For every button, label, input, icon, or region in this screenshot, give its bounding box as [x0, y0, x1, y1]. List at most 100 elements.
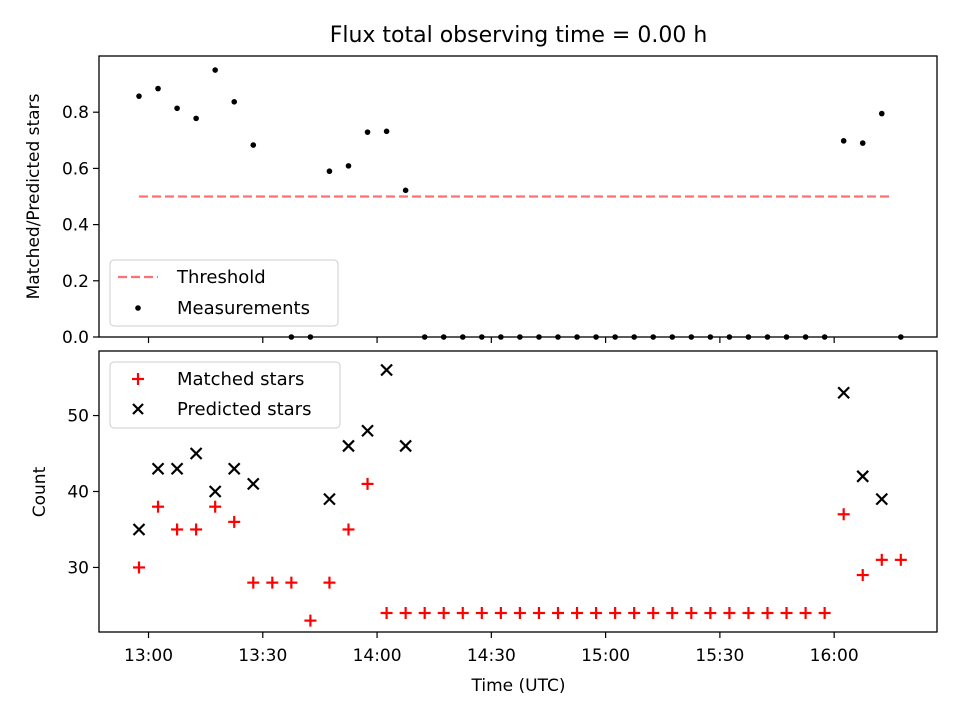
bottom-y-tick-label: 50 [67, 407, 89, 427]
measurement-point [555, 334, 561, 340]
predicted-stars-point [323, 492, 336, 506]
matched-stars-point [856, 569, 869, 582]
matched-stars-point [609, 607, 622, 620]
ratio-chart: Flux total observing time = 0.00 h Match… [24, 23, 938, 348]
measurement-point [402, 187, 409, 194]
matched-stars-point [780, 607, 793, 620]
matched-stars-point [418, 607, 431, 620]
bottom-legend-box [109, 361, 341, 429]
matched-stars-point [323, 576, 336, 589]
predicted-stars-point [399, 439, 412, 453]
predicted-legend-label: Predicted stars [177, 399, 311, 420]
predicted-stars-point [227, 462, 241, 475]
matched-stars-point [875, 553, 888, 566]
measurement-point [136, 93, 142, 99]
matched-stars-point [894, 553, 907, 566]
measurement-point [193, 115, 199, 122]
predicted-stars-point [856, 470, 870, 483]
matched-stars-point [742, 607, 755, 620]
matched-stars-point [304, 614, 317, 627]
measurement-point [745, 334, 752, 340]
matched-stars-point [437, 607, 450, 620]
matched-stars-point [551, 607, 564, 620]
top-y-tick-label: 0.8 [62, 103, 89, 123]
matched-stars-point [704, 607, 717, 620]
x-tick-label: 15:30 [695, 646, 744, 666]
measurement-point [421, 334, 428, 340]
matched-stars-point [532, 607, 545, 620]
measurement-point [250, 142, 257, 148]
measurement-point [840, 138, 847, 144]
measurement-point [593, 334, 599, 340]
measurement-point [783, 334, 790, 340]
top-legend-box [109, 259, 339, 327]
matched-stars-point [723, 607, 736, 620]
x-axis-label: Time (UTC) [471, 676, 566, 696]
predicted-stars-point [837, 386, 850, 400]
predicted-stars-point [246, 477, 260, 491]
matched-stars-point [513, 607, 526, 620]
measurement-point [345, 163, 352, 169]
measurement-point [364, 129, 371, 135]
matched-stars-point [209, 500, 222, 513]
measurement-point [574, 334, 580, 340]
top-y-tick-label: 0.4 [62, 216, 89, 236]
matched-stars-point [475, 607, 488, 620]
x-tick-label: 14:30 [467, 646, 516, 666]
measurement-point [726, 334, 733, 340]
measurement-point [231, 99, 238, 105]
measurement-point [498, 334, 504, 340]
measurement-point [612, 334, 618, 340]
matched-stars-point [342, 523, 355, 536]
measurement-point [383, 128, 390, 135]
measurement-point [669, 334, 676, 340]
measurement-point [326, 168, 333, 175]
measurement-point [859, 140, 866, 146]
matched-stars-point [285, 576, 298, 589]
measurements-legend-label: Measurements [177, 298, 310, 319]
predicted-stars-point [208, 485, 222, 498]
bottom-x-ticks: 13:00 13:30 14:00 14:30 15:00 15:30 16:00 [124, 632, 859, 666]
measurement-point [288, 334, 295, 340]
chart-title: Flux total observing time = 0.00 h [330, 23, 708, 48]
measurement-point [878, 110, 885, 117]
measurement-point [307, 334, 314, 340]
matched-stars-point [647, 607, 660, 620]
matched-stars-point [761, 607, 774, 620]
matched-stars-point [399, 607, 412, 620]
predicted-stars-point [151, 462, 165, 475]
bottom-y-tick-label: 40 [67, 483, 89, 503]
predicted-stars-point [342, 439, 355, 453]
matched-stars-point [818, 607, 831, 620]
matched-stars-point [666, 607, 679, 620]
predicted-stars-point [875, 492, 889, 506]
bottom-y-tick-label: 30 [67, 558, 89, 578]
matched-stars-point [247, 576, 260, 589]
matched-legend-label: Matched stars [177, 369, 304, 390]
matched-stars-point [152, 500, 165, 513]
matched-stars-point [190, 523, 203, 536]
predicted-stars-point [380, 363, 393, 377]
measurement-point [802, 334, 809, 340]
bottom-plot-marks [132, 363, 907, 627]
predicted-stars-point [132, 523, 146, 536]
x-tick-label: 14:00 [353, 646, 402, 666]
matched-stars-point [361, 477, 374, 490]
matched-stars-point [380, 607, 393, 620]
x-tick-label: 15:00 [581, 646, 630, 666]
measurement-point [517, 334, 523, 340]
x-tick-label: 13:00 [124, 646, 173, 666]
top-y-axis-label: Matched/Predicted stars [24, 93, 44, 299]
measurements-legend-swatch [135, 305, 141, 311]
top-x-ticks [147, 337, 835, 343]
measurement-point [764, 334, 771, 340]
matched-stars-point [799, 607, 812, 620]
matched-legend-swatch [132, 373, 144, 385]
top-y-tick-label: 0.2 [62, 272, 89, 292]
matched-stars-point [228, 515, 241, 528]
measurement-point [174, 105, 180, 112]
matched-stars-point [132, 561, 145, 574]
x-tick-label: 13:30 [238, 646, 287, 666]
matched-stars-point [456, 607, 469, 620]
